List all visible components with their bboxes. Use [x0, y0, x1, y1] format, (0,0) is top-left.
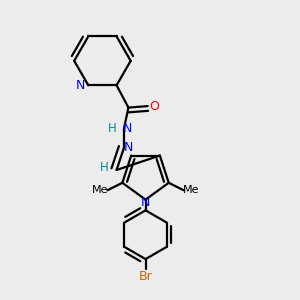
Text: H: H — [108, 122, 116, 135]
Text: N: N — [75, 79, 85, 92]
Text: N: N — [141, 196, 150, 209]
Text: N: N — [122, 122, 132, 135]
Text: Br: Br — [139, 270, 152, 283]
Text: Me: Me — [92, 185, 108, 195]
Text: N: N — [124, 141, 133, 154]
Text: Me: Me — [183, 185, 199, 195]
Text: O: O — [149, 100, 159, 112]
Text: H: H — [100, 160, 109, 173]
